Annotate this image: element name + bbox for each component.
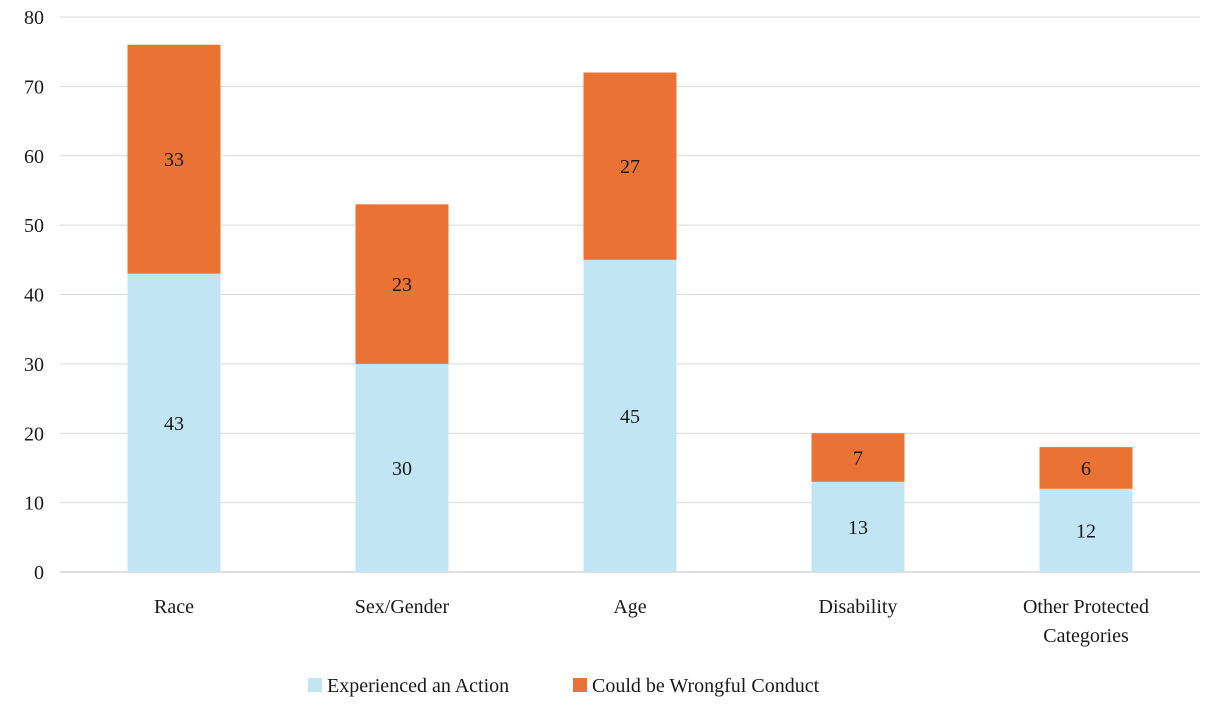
bar-segment-could-be-wrongful-conduct — [127, 44, 221, 274]
data-label: 27 — [620, 156, 640, 178]
y-tick-label: 40 — [24, 285, 44, 307]
legend-swatch — [573, 678, 587, 692]
bars: 43 33 30 23 45 27 13 7 12 6 — [127, 44, 1133, 572]
x-category-label: Other Protected Categories — [1023, 596, 1149, 647]
y-tick-label: 20 — [24, 423, 44, 445]
bar-segment-experienced-an-action — [127, 273, 221, 572]
data-label: 30 — [392, 458, 412, 480]
x-category-label: Age — [613, 596, 646, 618]
data-label: 7 — [853, 448, 863, 470]
x-category-label-line: Other Protected — [1023, 596, 1149, 618]
data-label: 6 — [1081, 458, 1091, 480]
y-tick-label: 30 — [24, 354, 44, 376]
legend: Experienced an Action Could be Wrongful C… — [308, 675, 820, 697]
x-category-label: Disability — [819, 596, 898, 618]
data-label: 23 — [392, 274, 412, 296]
y-tick-label: 70 — [24, 76, 44, 98]
data-label: 12 — [1076, 520, 1096, 542]
bar-segment-experienced-an-action — [1039, 488, 1133, 572]
bar-segment-could-be-wrongful-conduct — [1039, 447, 1133, 489]
bar-segment-experienced-an-action — [811, 481, 905, 572]
y-axis: 0 10 20 30 40 50 60 70 80 — [24, 7, 44, 584]
x-category-label-line: Sex/Gender — [355, 596, 450, 618]
bar-segment-could-be-wrongful-conduct — [811, 433, 905, 482]
y-tick-label: 60 — [24, 146, 44, 168]
x-category-label-line: Age — [613, 596, 646, 618]
x-axis: Race Sex/Gender Age Disability Other Protect… — [154, 596, 1149, 647]
y-tick-label: 0 — [34, 562, 44, 584]
legend-label: Could be Wrongful Conduct — [592, 675, 820, 697]
data-label: 45 — [620, 406, 640, 428]
bar-segment-experienced-an-action — [355, 363, 449, 572]
legend-label: Experienced an Action — [327, 675, 509, 697]
bar-segment-could-be-wrongful-conduct — [355, 204, 449, 364]
y-tick-label: 10 — [24, 493, 44, 515]
legend-swatch — [308, 678, 322, 692]
x-category-label: Race — [154, 596, 194, 618]
x-category-label-line: Categories — [1043, 625, 1129, 647]
data-label: 43 — [164, 413, 184, 435]
bar-segment-experienced-an-action — [583, 259, 677, 572]
x-category-label: Sex/Gender — [355, 596, 450, 618]
y-tick-label: 80 — [24, 7, 44, 29]
x-category-label-line: Disability — [819, 596, 898, 618]
x-category-label-line: Race — [154, 596, 194, 618]
data-label: 33 — [164, 149, 184, 171]
bar-segment-could-be-wrongful-conduct — [583, 72, 677, 260]
data-label: 13 — [848, 517, 868, 539]
y-tick-label: 50 — [24, 215, 44, 237]
